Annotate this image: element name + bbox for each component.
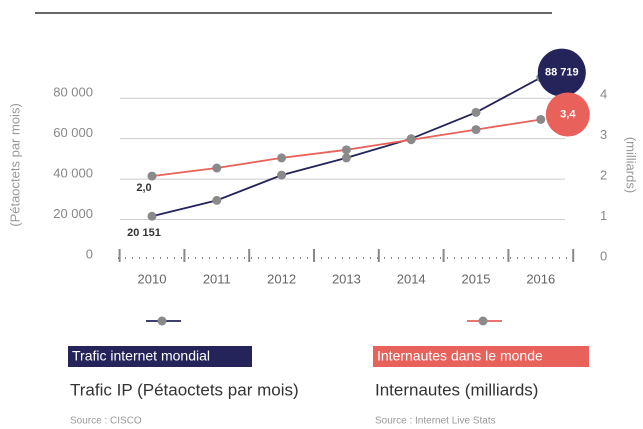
legend-label: Internautes dans le monde [377, 348, 543, 364]
x-tick-label: 2010 [138, 271, 167, 286]
point [341, 145, 351, 155]
x-tick-label: 2014 [397, 271, 426, 286]
point [147, 171, 157, 181]
y2-tick-label: 4 [600, 87, 607, 102]
point [277, 153, 287, 163]
point [536, 114, 546, 124]
x-tick-label: 2015 [462, 271, 491, 286]
y-tick-label: 0 [86, 246, 93, 261]
x-tick-label: 2012 [267, 271, 296, 286]
legend-label-bg [68, 346, 252, 367]
data-label: 2,0 [136, 182, 151, 194]
legend-swatch-dot [157, 316, 167, 326]
point [212, 163, 222, 173]
point [471, 107, 481, 117]
y2-tick-label: 0 [600, 248, 607, 263]
series-source: Source : Internet Live Stats [375, 416, 496, 427]
x-tick-label: 2013 [332, 271, 361, 286]
y-tick-label: 60 000 [53, 125, 93, 140]
y-tick-label: 20 000 [53, 206, 93, 221]
series-caption: Internautes (milliards) [375, 380, 538, 399]
y-tick-label: 40 000 [53, 166, 93, 181]
series-source: Source : CISCO [70, 416, 142, 427]
legend-label-bg [373, 346, 589, 367]
y-axis-label: (Pétaoctets par mois) [7, 103, 22, 227]
x-tick-label: 2016 [526, 271, 555, 286]
y2-tick-label: 3 [600, 127, 607, 142]
y2-axis-label: (milliards) [624, 137, 639, 193]
point [147, 211, 157, 221]
y2-tick-label: 2 [600, 168, 607, 183]
label-badge [537, 48, 586, 97]
point [277, 170, 287, 180]
y-tick-label: 80 000 [53, 85, 93, 100]
point [471, 125, 481, 135]
point [212, 195, 222, 205]
data-label: 88 719 [545, 66, 579, 78]
legend-swatch-dot [478, 316, 488, 326]
series-caption: Trafic IP (Pétaoctets par mois) [70, 380, 299, 399]
label-badge [545, 92, 590, 137]
point [406, 135, 416, 145]
x-tick-label: 2011 [203, 271, 231, 286]
data-label: 20 151 [127, 227, 161, 239]
y2-tick-label: 1 [600, 208, 607, 223]
point [341, 153, 351, 163]
data-label: 3,4 [560, 108, 576, 120]
legend-label: Trafic internet mondial [72, 348, 210, 364]
